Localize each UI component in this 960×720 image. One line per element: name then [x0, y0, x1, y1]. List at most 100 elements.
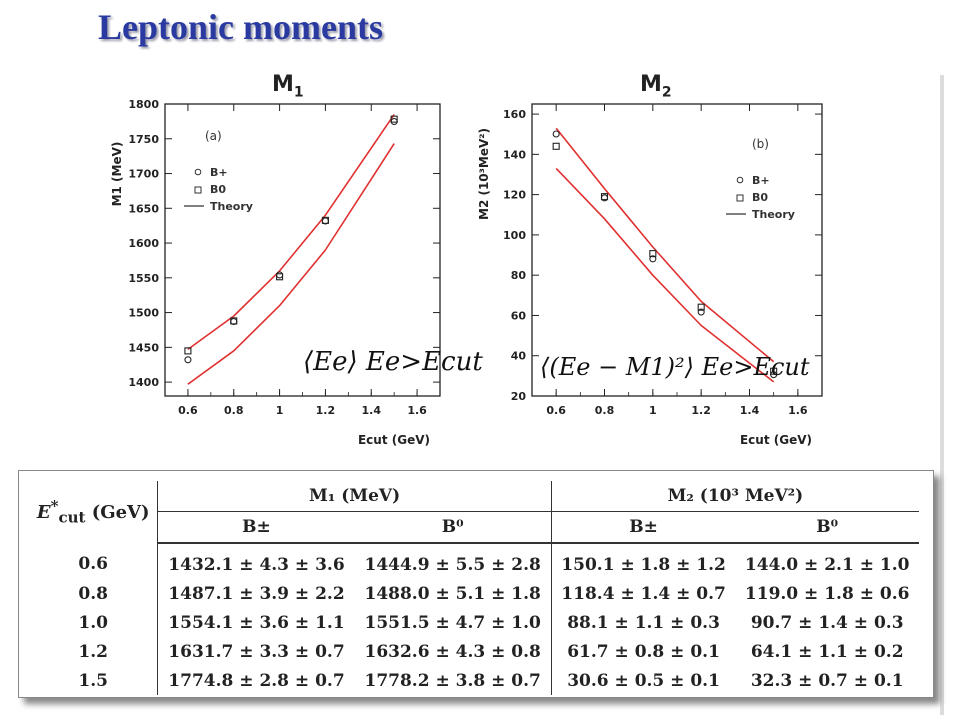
data-point-bplus	[552, 130, 560, 138]
legend-marker-bplus	[736, 176, 744, 184]
x-tick-label: 1	[649, 404, 657, 417]
x-tick-label: 1.6	[407, 404, 427, 417]
table-row: 0.6 1432.1 ± 4.3 ± 3.6 1444.9 ± 5.5 ± 2.…	[29, 543, 919, 579]
panel-tag: (a)	[205, 129, 222, 143]
y-axis-label: M1 (MeV)	[110, 142, 124, 207]
chart-m1-title: M1	[272, 72, 304, 101]
data-point-b0	[321, 216, 329, 224]
table-cell: 144.0 ± 2.1 ± 1.0	[744, 554, 910, 575]
table-row: 1.2 1631.7 ± 3.3 ± 0.7 1632.6 ± 4.3 ± 0.…	[29, 637, 919, 666]
data-point-bplus	[697, 308, 705, 316]
legend-marker-b0	[736, 194, 744, 202]
results-table-panel: E*cut (GeV) M₁ (MeV) M₂ (10³ MeV²) B± B⁰…	[18, 470, 934, 698]
table-cell: 119.0 ± 1.8 ± 0.6	[744, 583, 910, 604]
table-cell: 1432.1 ± 4.3 ± 3.6	[157, 543, 355, 579]
y-tick-label: 1500	[128, 307, 159, 320]
page-title: Leptonic moments	[98, 7, 383, 47]
data-point-b0	[552, 142, 560, 150]
y-tick-label: 140	[503, 148, 526, 161]
table-header-m1: M₁ (MeV)	[157, 481, 552, 512]
table-cell-cut: 0.6	[78, 554, 108, 574]
table-cell: 61.7 ± 0.8 ± 0.1	[550, 637, 736, 666]
table-header-m2: M₂ (10³ MeV²)	[550, 481, 919, 512]
legend-label-b0: B0	[752, 191, 768, 204]
legend-label-b0: B0	[210, 183, 226, 196]
table-subheader: B⁰	[735, 511, 919, 544]
data-point-b0	[600, 193, 609, 201]
y-tick-label: 1800	[128, 98, 159, 111]
theory-curve-upper	[555, 127, 775, 363]
table-cell: 1551.5 ± 4.7 ± 1.0	[364, 612, 541, 633]
y-tick-label: 100	[503, 229, 526, 242]
table-subheader: B⁰	[354, 511, 552, 544]
table-cell: 90.7 ± 1.4 ± 0.3	[750, 612, 904, 633]
x-axis-label: Ecut (GeV)	[740, 433, 812, 447]
table-cell-cut: 1.0	[78, 612, 108, 633]
y-tick-label: 1650	[128, 202, 159, 215]
table-cell: 88.1 ± 1.1 ± 0.3	[550, 608, 736, 637]
table-cell: 1488.0 ± 5.1 ± 1.8	[364, 583, 541, 604]
table-cell-cut: 0.8	[78, 583, 108, 604]
table-cell: 32.3 ± 0.7 ± 0.1	[750, 670, 904, 691]
data-point-bplus	[390, 117, 398, 126]
y-tick-label: 20	[511, 390, 527, 403]
data-point-b0	[649, 250, 657, 258]
y-tick-label: 1400	[128, 376, 159, 389]
y-tick-label: 1750	[128, 133, 159, 146]
charts-canvas: 0.6 0.8 1 1.2 1.4 1.6 1400 1450 1500 1550 1600 1650…	[110, 98, 823, 447]
y-tick-label: 1550	[128, 272, 159, 285]
y-tick-label: 1700	[128, 168, 159, 181]
y-tick-label: 1600	[128, 237, 159, 250]
table-row: 1.0 1554.1 ± 3.6 ± 1.1 1551.5 ± 4.7 ± 1.…	[29, 608, 919, 637]
legend-label-bplus: B+	[210, 166, 228, 179]
table-header-ecut: E*cut (GeV)	[36, 497, 150, 527]
data-point-b0	[184, 347, 192, 355]
table-cell: 1554.1 ± 3.6 ± 1.1	[157, 608, 355, 637]
y-tick-label: 40	[511, 350, 527, 363]
table-row: 0.8 1487.1 ± 3.9 ± 2.2 1488.0 ± 5.1 ± 1.…	[29, 579, 919, 608]
x-tick-label: 0.6	[546, 404, 566, 417]
legend-label-theory: Theory	[752, 208, 795, 221]
data-point-b0	[697, 303, 705, 311]
x-axis-label: Ecut (GeV)	[358, 433, 430, 447]
table-cell: 1778.2 ± 3.8 ± 0.7	[364, 670, 541, 691]
data-point-b0	[230, 317, 238, 325]
legend-label-bplus: B+	[752, 174, 770, 187]
x-tick-label: 1.2	[691, 404, 711, 417]
results-table: E*cut (GeV) M₁ (MeV) M₂ (10³ MeV²) B± B⁰…	[29, 481, 919, 695]
legend-label-theory: Theory	[210, 200, 253, 213]
formula-annotation: ⟨(Ee − M1)²⟩ Ee>Ecut	[540, 353, 810, 381]
table-cell: 1631.7 ± 3.3 ± 0.7	[157, 637, 355, 666]
y-tick-label: 160	[503, 108, 526, 121]
table-cell: 30.6 ± 0.5 ± 0.1	[550, 666, 736, 695]
data-point-b0	[770, 367, 778, 375]
panel-tag: (b)	[752, 137, 769, 151]
table-cell-cut: 1.2	[78, 641, 108, 662]
table-cell: 1444.9 ± 5.5 ± 2.8	[364, 554, 541, 575]
data-point-b0	[390, 115, 398, 123]
table-cell: 64.1 ± 1.1 ± 0.2	[750, 641, 904, 662]
data-point-bplus	[276, 271, 284, 279]
y-tick-label: 1450	[128, 341, 159, 354]
x-tick-label: 1	[276, 404, 284, 417]
x-tick-label: 0.6	[178, 404, 198, 417]
table-cell: 1632.6 ± 4.3 ± 0.8	[364, 641, 541, 662]
x-tick-label: 1.4	[362, 404, 382, 417]
theory-curve-lower	[555, 167, 775, 383]
table-subheader: B±	[157, 511, 355, 544]
x-tick-label: 0.8	[224, 404, 244, 417]
chart-m2-title: M2	[640, 72, 672, 101]
slide-edge-bar	[940, 75, 944, 715]
y-axis-label: M2 (10³MeV²)	[477, 128, 491, 220]
y-tick-label: 120	[503, 189, 526, 202]
table-cell: 118.4 ± 1.4 ± 0.7	[550, 579, 736, 608]
legend-marker-bplus	[194, 168, 202, 176]
x-tick-label: 1.6	[788, 404, 808, 417]
data-point-b0	[276, 273, 284, 281]
formula-annotation: ⟨Ee⟩ Ee>Ecut	[303, 347, 483, 377]
x-tick-label: 1.2	[316, 404, 336, 417]
theory-curve-upper	[187, 113, 395, 351]
data-point-bplus	[184, 356, 192, 364]
theory-curve-lower	[187, 143, 395, 385]
table-cell: 1487.1 ± 3.9 ± 2.2	[157, 579, 355, 608]
